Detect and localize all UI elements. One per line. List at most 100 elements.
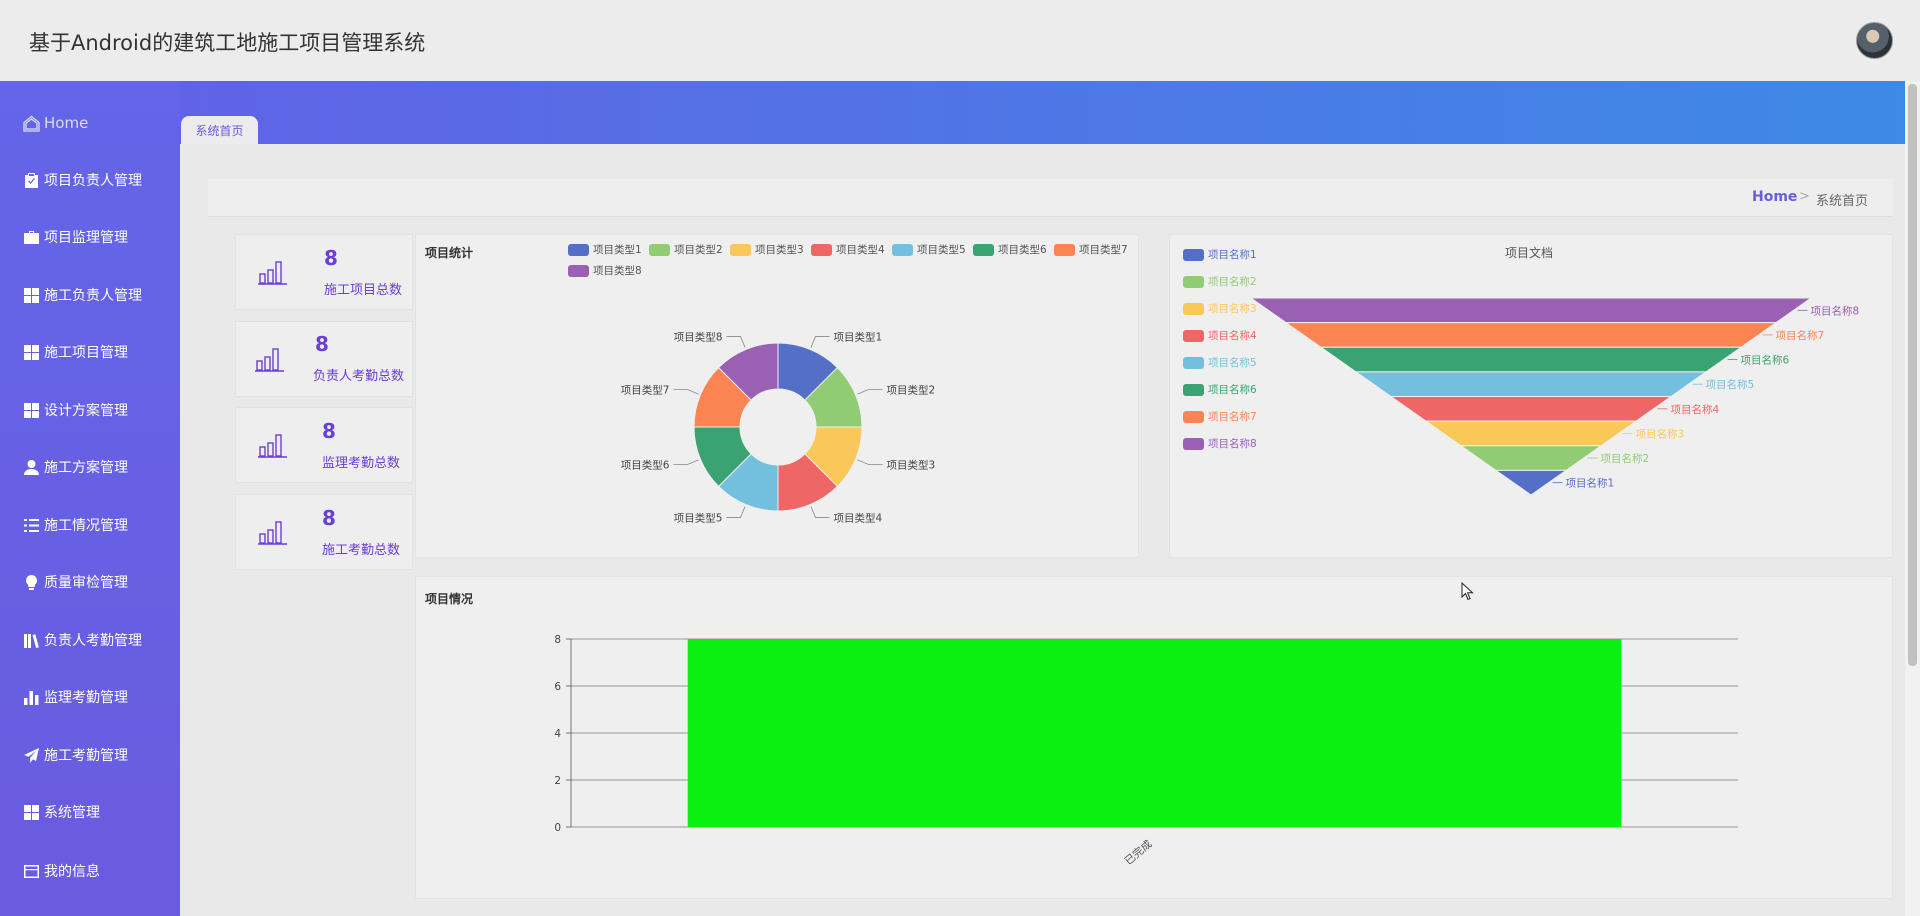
pie-chart: 项目类型1 项目类型2 项目类型3 项目类型4 项目类型5 项目类型6 项目类型7 项目类型8 (621, 330, 936, 524)
chart-title: 项目统计 (425, 246, 474, 260)
legend-label: 项目类型8 (593, 265, 642, 277)
sidebar-item-8[interactable]: 质量审检管理 (0, 560, 180, 604)
y-tick-label: 6 (554, 681, 561, 693)
pie-slice (717, 342, 779, 401)
funnel-label: 项目名称6 (1741, 354, 1790, 367)
funnel-label: 项目名称8 (1811, 304, 1860, 317)
legend-label: 项目名称8 (1208, 438, 1257, 450)
mouse-cursor-icon (1461, 582, 1474, 601)
sidebar-item-home[interactable]: Home (0, 101, 180, 145)
pie-label: 项目类型7 (621, 383, 670, 396)
sidebar-item-label: Home (44, 114, 89, 132)
legend-item[interactable]: 项目类型1 (568, 242, 642, 257)
legend-swatch (568, 264, 589, 277)
stat-value: 8 (324, 246, 338, 270)
legend-item[interactable]: 项目名称1 (1183, 247, 1257, 262)
legend-label: 项目名称2 (1208, 276, 1257, 288)
legend-label: 项目名称7 (1208, 411, 1257, 423)
briefcase-icon (22, 228, 40, 246)
x-tick-label: 已完成 (1122, 837, 1155, 868)
legend-item[interactable]: 项目名称7 (1183, 409, 1257, 424)
legend-item[interactable]: 项目类型2 (649, 242, 723, 257)
bar-chart-icon (258, 434, 287, 458)
sidebar-item-3[interactable]: 施工负责人管理 (0, 273, 180, 317)
sidebar-item-4[interactable]: 施工项目管理 (0, 330, 180, 374)
legend-label: 项目名称5 (1208, 357, 1257, 369)
stat-label: 施工项目总数 (324, 283, 403, 298)
legend-label: 项目名称3 (1208, 303, 1257, 315)
sidebar-item-label: 监理考勤管理 (44, 690, 128, 706)
stat-card-supervisor-attendance: 8 监理考勤总数 (235, 407, 413, 483)
pie-label: 项目类型3 (887, 459, 936, 472)
chart-panel-project-docs: 项目文档 项目名称1 项目名称2 项目名称3 项目名称4 项目名称5 项目名称6 项目名称7… (1169, 234, 1893, 558)
legend-label: 项目类型2 (674, 244, 723, 256)
bar-chart-icon (258, 261, 287, 285)
legend-swatch (730, 243, 751, 256)
legend-item[interactable]: 项目名称6 (1183, 382, 1257, 397)
funnel-segment (1249, 297, 1813, 324)
sidebar: Home 项目负责人管理项目监理管理 施工负责人管理施工项目管理 设计方案管理施工方案… (0, 81, 180, 916)
sidebar-item-9[interactable]: 负责人考勤管理 (0, 618, 180, 662)
tab-home[interactable]: 系统首页 (181, 116, 258, 144)
sidebar-item-label: 施工考勤管理 (44, 748, 128, 764)
funnel-segment (1494, 469, 1568, 496)
sidebar-item-12[interactable]: 系统管理 (0, 790, 180, 834)
breadcrumb-current: 系统首页 (1816, 194, 1869, 209)
legend-item[interactable]: 项目类型5 (892, 242, 966, 257)
funnel-label: 项目名称2 (1601, 452, 1650, 465)
funnel-segment (1389, 396, 1673, 422)
pie-label: 项目类型6 (621, 459, 670, 472)
pie-label: 项目类型1 (834, 330, 883, 343)
chart-panel-project-stats: 项目统计 项目类型1 项目类型2 项目类型3 项目类型4 项目类型5 项目类型6 项目类型7… (415, 234, 1139, 558)
tab-band (180, 81, 1920, 144)
bar-chart-icon (22, 688, 40, 706)
funnel-segment (1284, 322, 1778, 348)
bar-chart-icon (255, 348, 284, 372)
bulb-icon (22, 573, 40, 591)
legend-item[interactable]: 项目名称4 (1183, 328, 1257, 343)
legend-item[interactable]: 项目名称5 (1183, 355, 1257, 370)
funnel-segment (1459, 445, 1603, 471)
legend-item[interactable]: 项目类型8 (568, 263, 642, 278)
sidebar-item-1[interactable]: 项目负责人管理 (0, 158, 180, 202)
y-tick-label: 0 (554, 822, 561, 834)
legend-item[interactable]: 项目名称2 (1183, 274, 1257, 289)
sidebar-item-11[interactable]: 施工考勤管理 (0, 733, 180, 777)
legend-swatch (1183, 329, 1204, 342)
scrollbar-thumb[interactable] (1908, 84, 1917, 666)
legend-item[interactable]: 项目类型3 (730, 242, 804, 257)
legend-item[interactable]: 项目名称3 (1183, 301, 1257, 316)
stat-label: 负责人考勤总数 (313, 369, 405, 384)
sidebar-item-label: 负责人考勤管理 (44, 633, 142, 649)
legend-swatch (1054, 243, 1075, 256)
sidebar-item-10[interactable]: 监理考勤管理 (0, 675, 180, 719)
sidebar-item-label: 施工项目管理 (44, 345, 128, 361)
legend-item[interactable]: 项目类型4 (811, 242, 885, 257)
legend-swatch (811, 243, 832, 256)
sidebar-item-13[interactable]: 我的信息 (0, 849, 180, 893)
pie-leader-line (673, 389, 699, 395)
breadcrumb (208, 179, 1893, 217)
legend-label: 项目名称4 (1208, 330, 1257, 342)
legend-label: 项目类型5 (917, 244, 966, 256)
list-icon (22, 516, 40, 534)
sidebar-item-6[interactable]: 施工方案管理 (0, 445, 180, 489)
id-card-icon (22, 862, 40, 880)
sidebar-item-label: 质量审检管理 (44, 575, 128, 591)
legend-item[interactable]: 项目类型7 (1054, 242, 1128, 257)
breadcrumb-home-link[interactable]: Home (1752, 189, 1798, 205)
library-icon (22, 631, 40, 649)
bar-chart: 0 2 4 6 8 已完成 (554, 634, 1738, 868)
funnel-label: 项目名称1 (1566, 477, 1615, 490)
user-avatar[interactable] (1856, 22, 1893, 59)
sidebar-item-5[interactable]: 设计方案管理 (0, 388, 180, 432)
sidebar-item-label: 设计方案管理 (44, 403, 128, 419)
chart-panel-project-status: 项目情况 0 2 4 6 8 已完成 (415, 576, 1893, 899)
sidebar-item-label: 项目负责人管理 (44, 173, 142, 189)
legend-item[interactable]: 项目类型6 (973, 242, 1047, 257)
clipboard-check-icon (22, 171, 40, 189)
legend-label: 项目类型1 (593, 244, 642, 256)
sidebar-item-2[interactable]: 项目监理管理 (0, 215, 180, 259)
legend-item[interactable]: 项目名称8 (1183, 436, 1257, 451)
sidebar-item-7[interactable]: 施工情况管理 (0, 503, 180, 547)
